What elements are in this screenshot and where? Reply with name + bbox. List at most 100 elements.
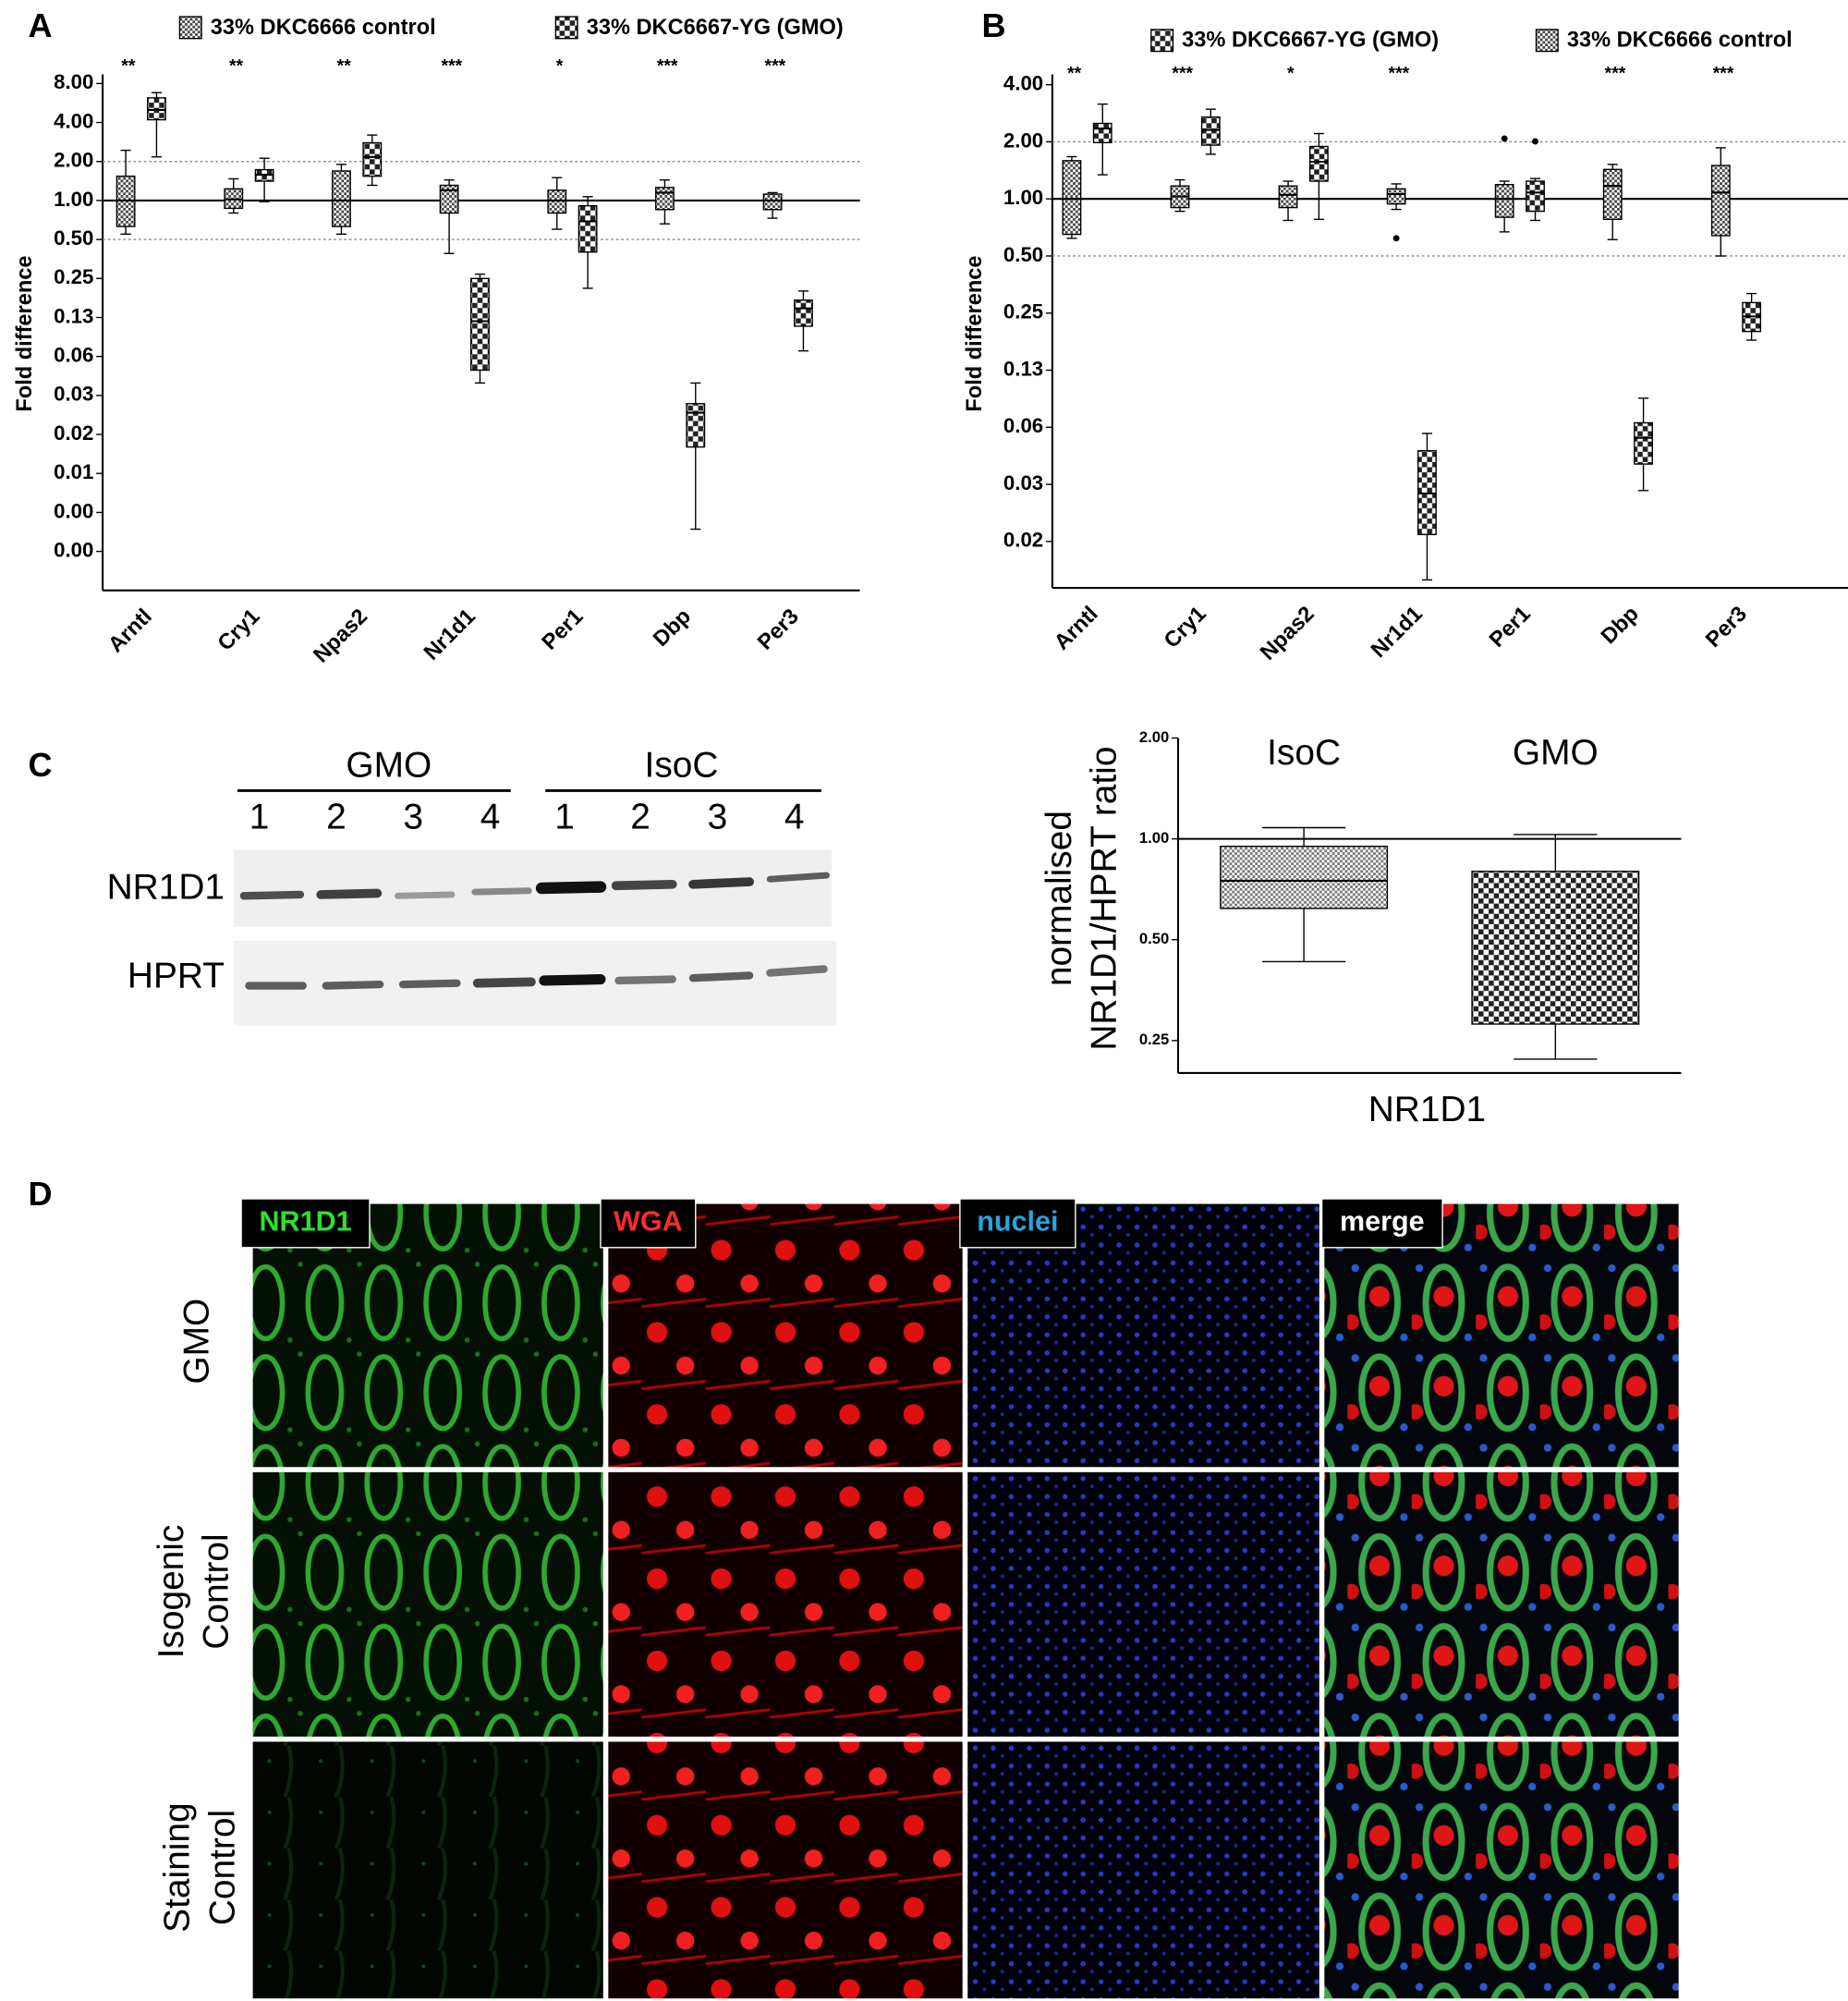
y-tick-label: 0.13 bbox=[54, 304, 93, 327]
blot-row-label: HPRT bbox=[128, 956, 225, 995]
y-axis-label: normalised bbox=[1040, 811, 1079, 986]
band bbox=[539, 974, 606, 986]
box bbox=[1602, 168, 1623, 221]
micrograph bbox=[252, 1471, 603, 1737]
row-label: Isogenic bbox=[152, 1525, 191, 1659]
significance: *** bbox=[1605, 64, 1626, 84]
legend-swatch bbox=[1150, 29, 1174, 53]
y-tick-label: 0.02 bbox=[54, 421, 93, 445]
legend-swatch bbox=[178, 16, 202, 40]
box bbox=[1710, 165, 1731, 237]
box bbox=[578, 204, 598, 253]
y-axis-label: Fold difference bbox=[963, 256, 987, 412]
band bbox=[322, 980, 384, 990]
box bbox=[1386, 188, 1406, 205]
box-chart: 2.00 1.00 0.50 0.25 IsoC GMO normalised NR1D1/H… bbox=[1040, 728, 1682, 1129]
y-tick-label: 0.25 bbox=[54, 265, 93, 288]
legend-label: 33% DKC6667-YG (GMO) bbox=[1182, 29, 1439, 53]
box bbox=[1062, 160, 1082, 236]
micrograph bbox=[967, 1471, 1319, 1737]
legend-label: 33% DKC6666 control bbox=[1567, 29, 1793, 53]
micrograph bbox=[1324, 1741, 1679, 1999]
row-label: Control bbox=[196, 1533, 236, 1649]
outlier bbox=[1392, 235, 1400, 242]
significance: *** bbox=[442, 55, 463, 76]
y-tick-label: 2.00 bbox=[1003, 128, 1043, 152]
band bbox=[766, 872, 830, 883]
y-tick-label: 0.06 bbox=[1003, 414, 1043, 437]
channel-label: merge bbox=[1340, 1206, 1425, 1238]
channel-tag bbox=[600, 1198, 697, 1249]
box bbox=[439, 184, 459, 214]
group-label: GMO bbox=[346, 746, 432, 786]
micrograph bbox=[252, 1741, 603, 1999]
row-label: GMO bbox=[177, 1299, 217, 1385]
y-tick-label: 1.00 bbox=[1003, 186, 1043, 209]
y-tick-label: 0.06 bbox=[54, 344, 93, 367]
band bbox=[398, 979, 461, 989]
significance: ** bbox=[229, 55, 244, 76]
box bbox=[547, 189, 567, 214]
y-axis-label: NR1D1/HPRT ratio bbox=[1084, 747, 1124, 1051]
significance: ** bbox=[337, 55, 352, 76]
y-tick-label: 0.13 bbox=[1003, 357, 1043, 380]
outlier bbox=[1532, 138, 1538, 145]
blot-bands bbox=[239, 872, 830, 990]
y-tick-label: 0.50 bbox=[54, 226, 93, 250]
lane-label: 4 bbox=[784, 797, 805, 836]
micrograph bbox=[1324, 1471, 1679, 1737]
box bbox=[1220, 845, 1389, 909]
y-tick-label: 4.00 bbox=[54, 109, 93, 132]
band bbox=[471, 887, 532, 896]
y-tick-label: 0.50 bbox=[1139, 930, 1169, 947]
band bbox=[395, 891, 456, 899]
band bbox=[688, 877, 754, 889]
significance: *** bbox=[1389, 64, 1410, 84]
box bbox=[1471, 871, 1640, 1025]
channel-tag bbox=[1320, 1198, 1443, 1249]
lane-label: 3 bbox=[403, 797, 423, 836]
legend-label: 33% DKC6667-YG (GMO) bbox=[587, 16, 844, 40]
group-label: IsoC bbox=[645, 746, 719, 786]
lane-label: 2 bbox=[326, 797, 346, 836]
lane-label: 1 bbox=[249, 797, 270, 836]
y-tick-label: 1.00 bbox=[54, 188, 93, 211]
box bbox=[147, 97, 166, 121]
y-tick-label: 2.00 bbox=[54, 149, 93, 172]
significance: *** bbox=[1172, 64, 1193, 84]
box bbox=[1278, 185, 1298, 209]
band bbox=[316, 888, 383, 899]
y-tick-label: 1.00 bbox=[1139, 829, 1169, 847]
lane-label: 1 bbox=[554, 797, 575, 836]
band bbox=[614, 975, 676, 985]
legend-swatch bbox=[1535, 29, 1559, 53]
channel-tag bbox=[240, 1198, 371, 1249]
box bbox=[1092, 122, 1112, 144]
blot-row-label: NR1D1 bbox=[107, 868, 225, 908]
staining-grid: NR1D1 WGA nuclei merge GMO Isogenic Cont… bbox=[152, 1198, 1679, 1999]
row-label: Control bbox=[202, 1810, 242, 1925]
significance: * bbox=[1287, 64, 1295, 84]
band bbox=[239, 890, 305, 900]
significance: *** bbox=[1713, 64, 1734, 84]
channel-label: nuclei bbox=[977, 1206, 1058, 1238]
row-label: Staining bbox=[158, 1802, 198, 1932]
band bbox=[766, 965, 828, 977]
y-axis-label: Fold difference bbox=[13, 256, 37, 412]
y-tick-label: 0.02 bbox=[1003, 529, 1043, 552]
y-tick-label: 2.00 bbox=[1139, 728, 1169, 746]
channel-label: WGA bbox=[614, 1206, 683, 1238]
lane-label: 4 bbox=[480, 797, 501, 836]
box bbox=[794, 299, 813, 327]
band bbox=[688, 971, 754, 982]
box bbox=[1526, 180, 1545, 213]
significance: *** bbox=[657, 55, 678, 76]
blot-strip bbox=[233, 849, 832, 927]
lane-label: 3 bbox=[708, 797, 728, 836]
box bbox=[655, 187, 675, 211]
y-tick-label: 0.03 bbox=[1003, 471, 1043, 494]
band bbox=[535, 881, 607, 895]
y-tick-label: 0.01 bbox=[54, 460, 93, 483]
channel-tag bbox=[959, 1198, 1076, 1249]
